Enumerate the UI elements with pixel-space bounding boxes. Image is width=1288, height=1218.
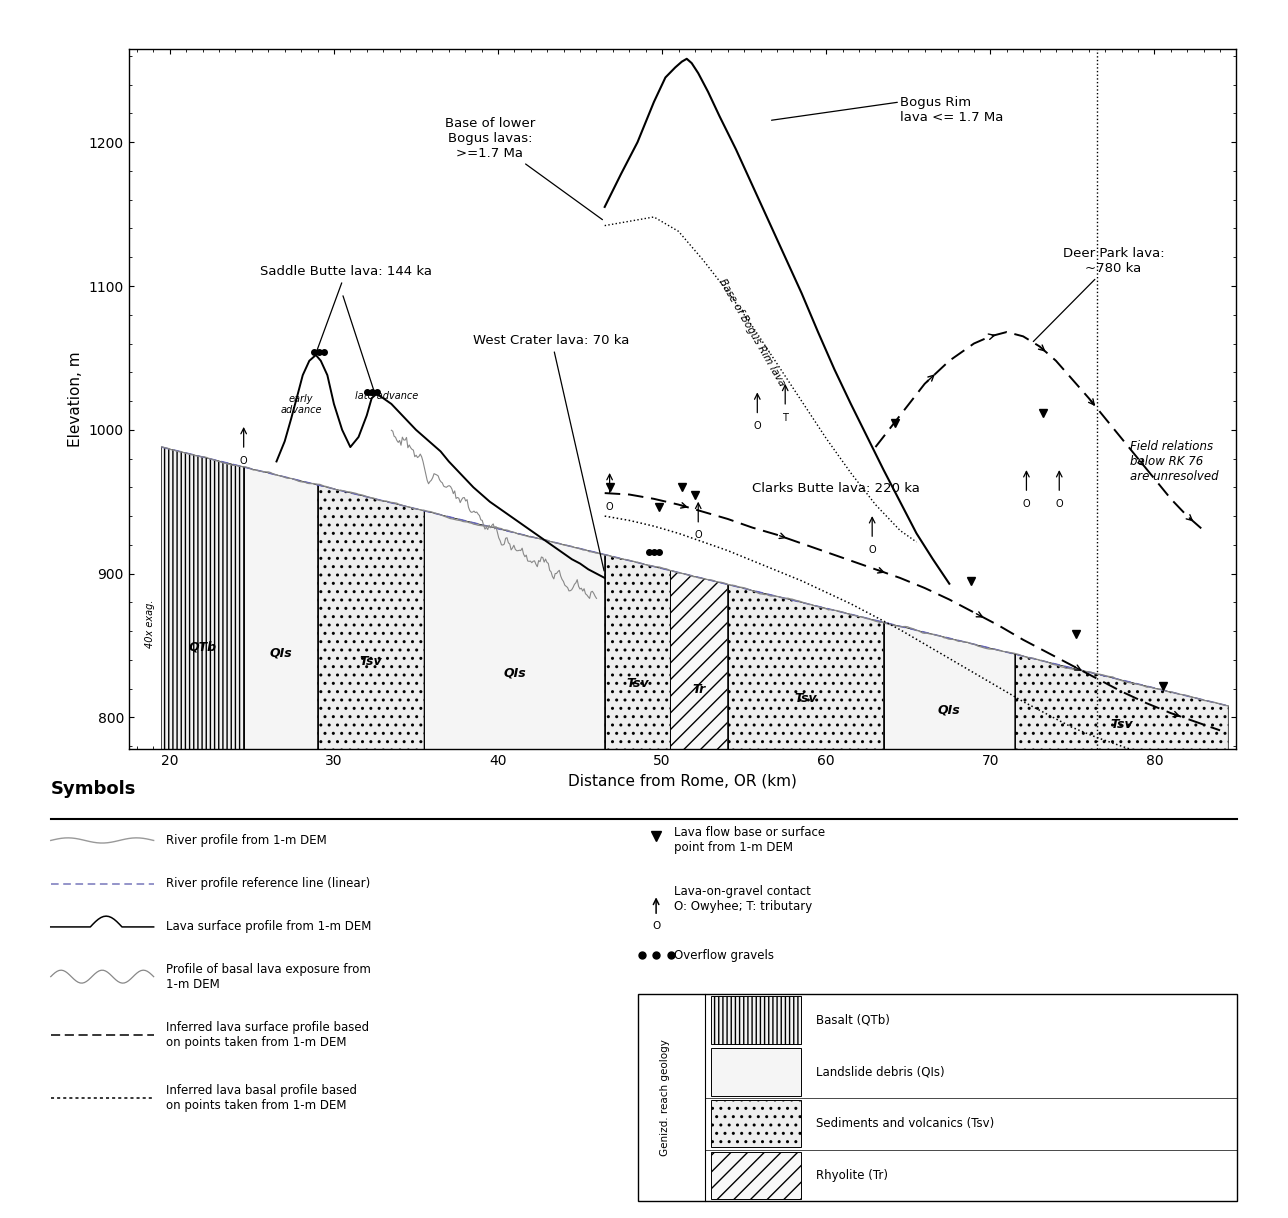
Polygon shape xyxy=(604,554,670,752)
X-axis label: Distance from Rome, OR (km): Distance from Rome, OR (km) xyxy=(568,773,797,788)
Text: QIs: QIs xyxy=(938,704,961,716)
Text: O: O xyxy=(652,921,661,932)
Text: Lava flow base or surface
point from 1-m DEM: Lava flow base or surface point from 1-m… xyxy=(674,827,826,855)
Text: Symbols: Symbols xyxy=(50,780,137,798)
Bar xyxy=(638,994,1238,1201)
Text: T: T xyxy=(782,413,788,423)
Bar xyxy=(711,996,801,1044)
Text: QTb: QTb xyxy=(188,641,216,653)
Text: Tsv: Tsv xyxy=(359,654,383,667)
Polygon shape xyxy=(161,447,243,752)
Text: Deer Park lava:
~780 ka: Deer Park lava: ~780 ka xyxy=(1033,246,1164,341)
Text: Tsv: Tsv xyxy=(1110,719,1133,732)
Text: Basalt (QTb): Basalt (QTb) xyxy=(815,1013,890,1027)
Text: River profile from 1-m DEM: River profile from 1-m DEM xyxy=(166,834,327,847)
Text: QIs: QIs xyxy=(269,647,292,660)
Text: Clarks Butte lava: 220 ka: Clarks Butte lava: 220 ka xyxy=(752,481,920,495)
Text: River profile reference line (linear): River profile reference line (linear) xyxy=(166,877,370,890)
Text: O: O xyxy=(240,456,247,465)
Text: Lava surface profile from 1-m DEM: Lava surface profile from 1-m DEM xyxy=(166,921,371,933)
Polygon shape xyxy=(670,570,728,752)
Bar xyxy=(711,1047,801,1095)
Text: QIs: QIs xyxy=(504,666,526,680)
Text: Rhyolite (Tr): Rhyolite (Tr) xyxy=(815,1169,887,1181)
Y-axis label: Elevation, m: Elevation, m xyxy=(68,351,84,447)
Text: Field relations
below RK 76
are unresolved: Field relations below RK 76 are unresolv… xyxy=(1130,440,1218,484)
Text: Inferred lava surface profile based
on points taken from 1-m DEM: Inferred lava surface profile based on p… xyxy=(166,1021,368,1049)
Bar xyxy=(711,1100,801,1147)
Text: Tr: Tr xyxy=(693,682,706,695)
Text: O: O xyxy=(605,502,613,512)
Text: Inferred lava basal profile based
on points taken from 1-m DEM: Inferred lava basal profile based on poi… xyxy=(166,1084,357,1112)
Text: early
advance: early advance xyxy=(281,393,322,415)
Text: Genizd. reach geology: Genizd. reach geology xyxy=(659,1039,670,1156)
Text: late advance: late advance xyxy=(354,391,419,401)
Text: O: O xyxy=(868,544,876,555)
Text: Base of Bogus Rim lava: Base of Bogus Rim lava xyxy=(717,276,787,387)
Text: Lava-on-gravel contact
O: Owyhee; T: tributary: Lava-on-gravel contact O: Owyhee; T: tri… xyxy=(674,884,813,912)
Bar xyxy=(711,1152,801,1200)
Polygon shape xyxy=(1015,654,1229,752)
Text: Bogus Rim
lava <= 1.7 Ma: Bogus Rim lava <= 1.7 Ma xyxy=(900,96,1003,124)
Text: Saddle Butte lava: 144 ka: Saddle Butte lava: 144 ka xyxy=(260,264,431,356)
Polygon shape xyxy=(884,622,1015,752)
Polygon shape xyxy=(424,510,604,752)
Text: Base of lower
Bogus lavas:
>=1.7 Ma: Base of lower Bogus lavas: >=1.7 Ma xyxy=(444,117,603,219)
Text: Profile of basal lava exposure from
1-m DEM: Profile of basal lava exposure from 1-m … xyxy=(166,962,371,990)
Text: O: O xyxy=(1023,499,1030,509)
Text: West Crater lava: 70 ka: West Crater lava: 70 ka xyxy=(474,334,630,571)
Text: O: O xyxy=(694,531,702,541)
Text: Tsv: Tsv xyxy=(795,692,817,704)
Text: Overflow gravels: Overflow gravels xyxy=(674,949,774,961)
Polygon shape xyxy=(728,585,884,752)
Text: Tsv: Tsv xyxy=(626,677,649,691)
Text: O: O xyxy=(753,421,761,431)
Text: Sediments and volcanics (Tsv): Sediments and volcanics (Tsv) xyxy=(815,1117,994,1130)
Text: 40x exag.: 40x exag. xyxy=(146,599,155,648)
Polygon shape xyxy=(318,485,424,752)
Text: O: O xyxy=(1055,499,1063,509)
Text: Landslide debris (QIs): Landslide debris (QIs) xyxy=(815,1066,944,1078)
Polygon shape xyxy=(243,466,318,752)
